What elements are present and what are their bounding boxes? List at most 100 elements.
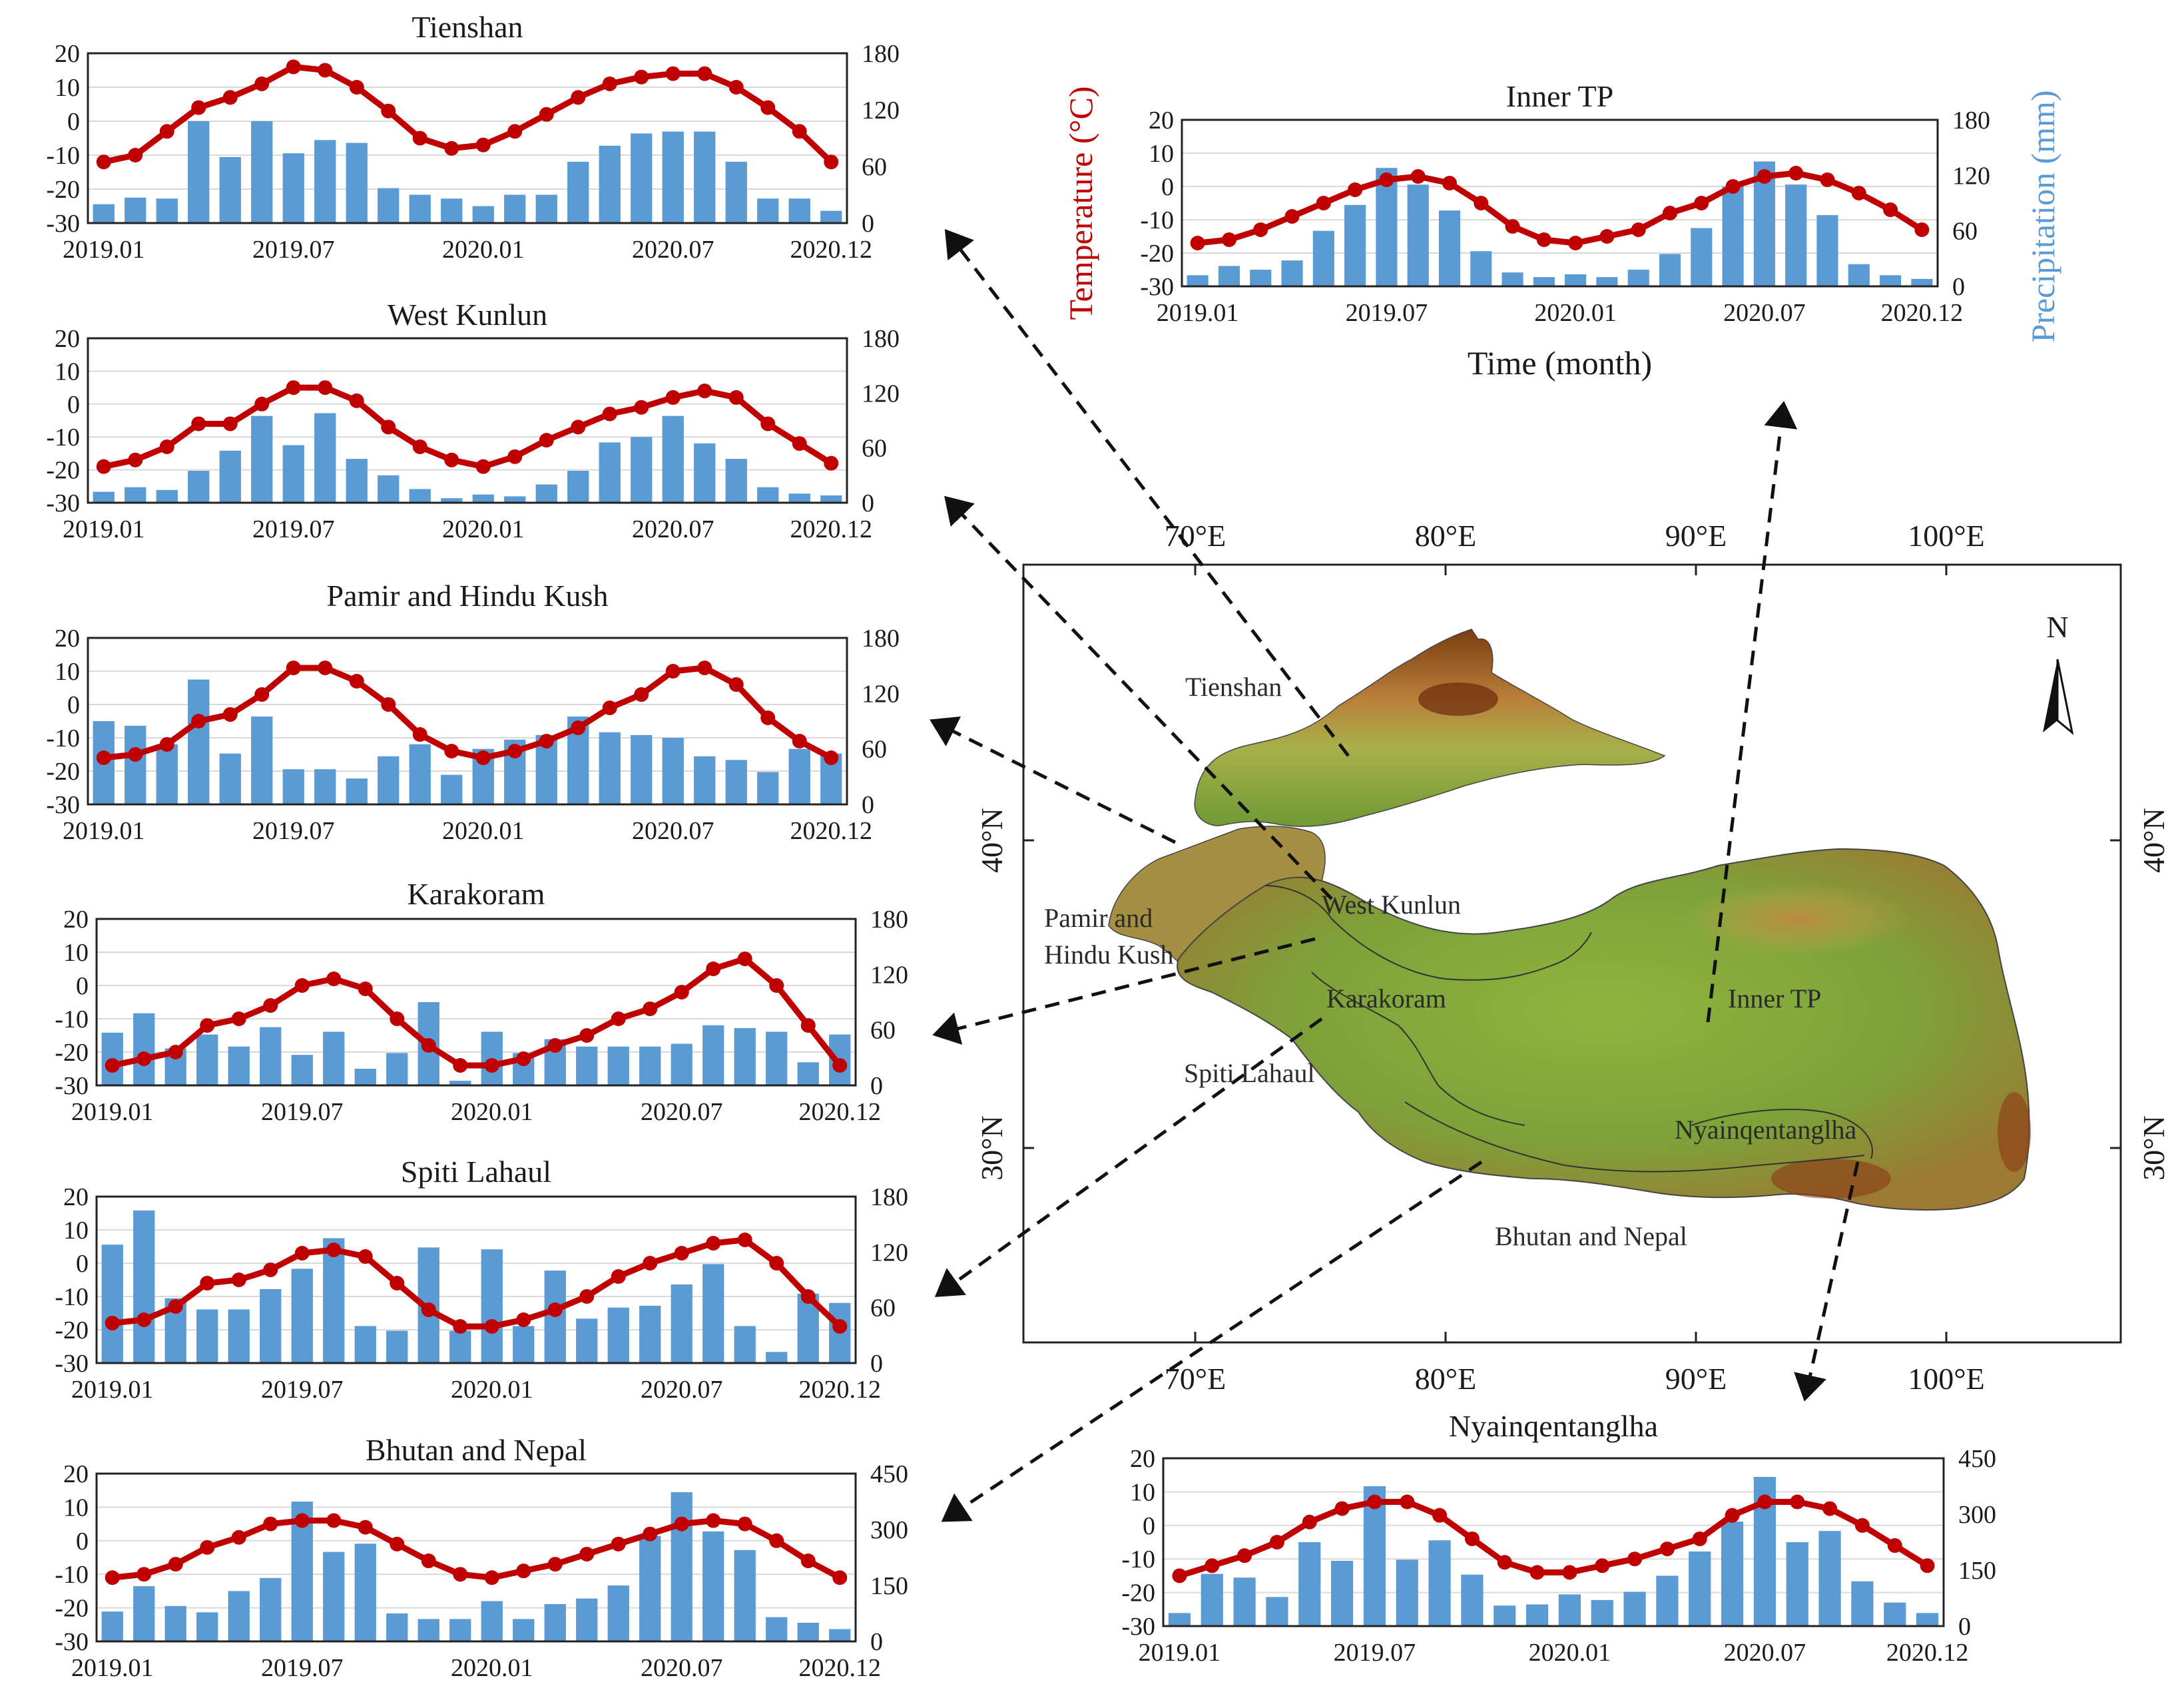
temperature-point (1820, 172, 1835, 187)
temperature-point (1694, 196, 1709, 210)
y-left-tick: 0 (76, 1528, 89, 1555)
y-left-tick: -30 (1121, 1613, 1155, 1641)
precip-bar (228, 1591, 250, 1641)
temperature-point (136, 1312, 152, 1327)
temperature-point (1659, 1542, 1675, 1557)
x-tick-label: 2020.01 (1529, 1639, 1611, 1667)
temperature-point (602, 701, 617, 715)
y-right-tick: 60 (862, 435, 887, 463)
precip-bar (386, 1613, 408, 1641)
temperature-point (453, 1319, 468, 1334)
precip-bar (156, 489, 178, 503)
precip-bar (1848, 264, 1870, 286)
temperature-point (1474, 196, 1489, 210)
precip-bar (671, 1284, 692, 1363)
panel-title: Karakoram (408, 877, 545, 911)
x-tick-label: 2020.07 (632, 817, 714, 845)
arrow-pamir (930, 716, 1177, 844)
x-tick-label: 2020.12 (1881, 299, 1964, 327)
y-left-tick: -10 (46, 142, 80, 170)
precip-bar (1344, 204, 1366, 286)
precip-bar (472, 494, 494, 503)
precip-bar (1623, 1591, 1646, 1626)
temperature-point (507, 124, 523, 139)
precip-bar (251, 121, 273, 223)
precip-bar (133, 1586, 155, 1641)
y-left-tick: 0 (1161, 173, 1174, 201)
precip-bar (599, 442, 621, 503)
x-tick-label: 2020.07 (1724, 1639, 1806, 1667)
x-tick-label: 2019.07 (1346, 299, 1428, 327)
precip-bar (734, 1326, 756, 1363)
temperature-point (1663, 206, 1678, 220)
y-right-tick: 150 (1958, 1557, 1996, 1585)
precip-bar (125, 725, 146, 804)
plot-frame (87, 337, 848, 504)
temperature-point (1536, 232, 1551, 247)
temperature-point (792, 436, 807, 451)
temperature-point (697, 384, 712, 399)
temperature-point (484, 1058, 499, 1073)
y-left-tick: 20 (63, 906, 89, 934)
temperature-point (1631, 222, 1646, 237)
x-tick-label: 2019.07 (261, 1376, 344, 1404)
temperature-point (349, 674, 364, 689)
precip-bar (544, 1604, 566, 1641)
lat-left-40: 40°N (975, 808, 1009, 873)
precip-bar (188, 679, 210, 804)
temperature-point (832, 1319, 848, 1334)
precip-bar (1786, 1542, 1808, 1626)
x-tick-label: 2020.07 (641, 1376, 723, 1404)
temperature-point (484, 1319, 499, 1334)
precip-bar (291, 1269, 313, 1363)
temperature-point (96, 154, 111, 170)
terrain-tienshan (1194, 629, 1666, 827)
precip-bar (228, 1046, 250, 1085)
y-left-axis-label: Temperature (°C) (1062, 86, 1099, 320)
temperature-point (349, 393, 364, 408)
lon-top-80: 80°E (1415, 519, 1477, 553)
precip-bar (734, 1027, 756, 1085)
temperature-line (103, 63, 834, 165)
precip-bar (93, 204, 115, 223)
temperature-point (728, 80, 744, 95)
precip-bar (260, 1577, 282, 1641)
map-frame-ticks (1023, 565, 2121, 1342)
precip-bar (766, 1352, 788, 1363)
panel-inner-tp: 20 10 0 -10 -20 -30 180 120 60 0 2019.01 2019.07 202… (1062, 79, 2061, 382)
temperature-point (516, 1312, 531, 1327)
temperature-point (1442, 176, 1457, 190)
precip-bar (567, 161, 589, 223)
arrow-tienshan (944, 229, 1350, 757)
y-left-tick: -20 (46, 176, 80, 204)
precip-bar (314, 413, 336, 503)
temperature-point (547, 1038, 563, 1053)
x-tick-label: 2019.07 (1334, 1639, 1416, 1667)
y-left-tick: 20 (55, 625, 80, 653)
precip-bar (1218, 266, 1240, 286)
temperature-point (800, 1018, 816, 1033)
temperature-point (390, 1536, 405, 1552)
temperature-point (634, 69, 649, 85)
y-right-tick: 180 (870, 1183, 908, 1211)
y-left-tick: -20 (55, 1039, 89, 1067)
precip-bar (1363, 1486, 1386, 1626)
temperature-point (602, 76, 617, 91)
x-tick-label: 2019.07 (261, 1098, 344, 1126)
temperature-point (769, 1256, 784, 1271)
precip-bar (671, 1043, 692, 1085)
temperature-line (1197, 170, 1924, 246)
terrain-tienshan-core (1418, 683, 1498, 716)
temperature-point (254, 687, 270, 702)
precip-bar (1250, 270, 1272, 286)
temperature-point (1883, 202, 1898, 217)
precip-bar (1494, 1605, 1516, 1626)
precip-bar (576, 1046, 598, 1085)
temperature-point (697, 661, 712, 675)
lon-top-100: 100°E (1908, 519, 1985, 553)
temperature-point (674, 1246, 689, 1261)
precip-bar (662, 416, 684, 503)
temperature-point (326, 1243, 342, 1257)
precip-bar (1818, 1531, 1841, 1626)
temperature-point (200, 1540, 215, 1555)
